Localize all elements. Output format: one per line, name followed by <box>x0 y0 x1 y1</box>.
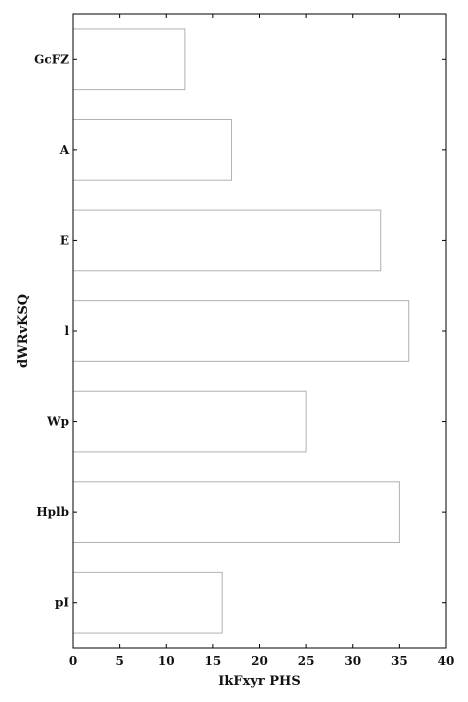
y-axis-title: dWRvKSQ <box>16 294 31 368</box>
x-tick-label: 20 <box>251 654 268 668</box>
bar-pI <box>72 571 223 634</box>
y-tick-label: A <box>59 143 70 157</box>
bar-GcFZ <box>72 28 186 91</box>
y-tick-label: E <box>60 233 69 247</box>
ticks-group <box>72 14 447 648</box>
x-axis-title: IkFxyr PHS <box>218 674 300 689</box>
x-tick-label: 40 <box>438 654 455 668</box>
y-tick-label: GcFZ <box>34 52 69 66</box>
bar-E <box>72 209 382 272</box>
x-tick-label: 25 <box>298 654 315 668</box>
bar-l <box>72 300 410 362</box>
x-tick-label: 15 <box>205 654 222 668</box>
x-tick-label: 5 <box>115 654 123 668</box>
x-tick-label: 30 <box>344 654 361 668</box>
x-tick-label: 10 <box>158 654 175 668</box>
bar-Hplb <box>72 481 400 543</box>
y-tick-label: Wp <box>46 415 69 429</box>
y-tick-label: l <box>64 324 69 338</box>
bar-Wp <box>72 390 307 453</box>
y-tick-label: pI <box>55 596 69 610</box>
labels-group: GcFZ A El Wp Hplb pI 0 5 10 15 20 25 30 35 40 <box>34 52 454 668</box>
bar-A <box>72 119 233 181</box>
bars-group <box>72 28 410 634</box>
x-tick-label: 35 <box>391 654 408 668</box>
x-tick-label: 0 <box>69 654 77 668</box>
y-tick-label: Hplb <box>36 505 69 519</box>
